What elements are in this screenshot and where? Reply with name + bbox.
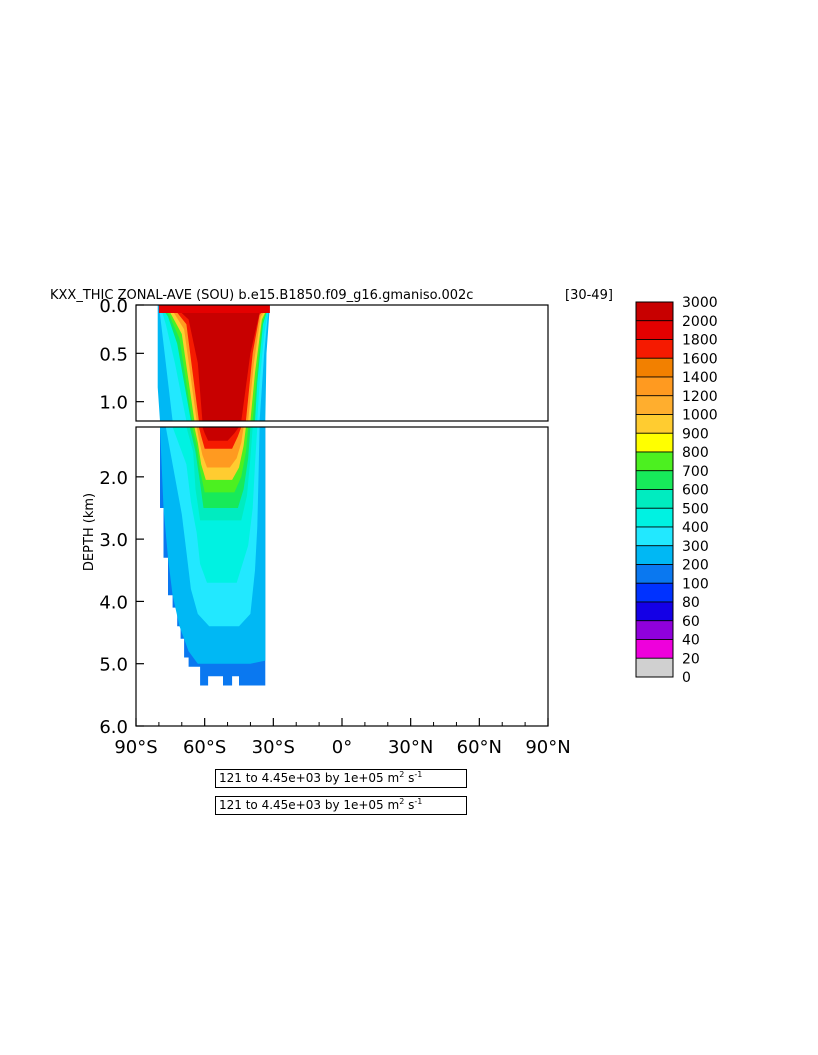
- colorbar-swatch: [635, 545, 674, 565]
- chart-title: KXX_THIC ZONAL-AVE (SOU) b.e15.B1850.f09…: [50, 288, 473, 303]
- colorbar-swatch: [635, 620, 674, 640]
- lower-y-tick-label: 3.0: [99, 530, 128, 551]
- colorbar-label: 1000: [682, 408, 718, 424]
- lower-panel-field: [160, 427, 266, 686]
- colorbar-swatch: [635, 470, 674, 490]
- colorbar-swatch: [635, 601, 674, 622]
- x-tick-label: 90°S: [114, 737, 157, 758]
- axes-group: 90°S 60°S 30°S 0° 30°N 60°N 90°N 0.0 0.5 1.0 2.0 3.…: [99, 296, 570, 758]
- colorbar-label: 600: [682, 483, 709, 499]
- colorbar-label: 200: [682, 558, 709, 574]
- colorbar-swatch: [635, 414, 674, 434]
- colorbar-swatch: [635, 339, 674, 359]
- x-tick-label: 90°N: [525, 737, 570, 758]
- x-tick-label: 30°S: [252, 737, 295, 758]
- info-line1-sup2: -1: [414, 770, 423, 779]
- colorbar-label: 700: [682, 464, 709, 480]
- colorbar-label: 0: [682, 670, 691, 686]
- colorbar-label: 80: [682, 595, 700, 611]
- upper-panel-field: [157, 305, 270, 421]
- colorbar-label: 300: [682, 539, 709, 555]
- upper-y-tick-label: 0.0: [99, 296, 128, 317]
- upper-panel-frame: [135, 304, 549, 422]
- x-tick-label: 60°N: [457, 737, 502, 758]
- info-line2-main: 121 to 4.45e+03 by 1e+05 m: [219, 798, 400, 812]
- info-line1-sup1: 2: [399, 770, 405, 779]
- colorbar-label: 40: [682, 633, 700, 649]
- colorbar-swatch: [635, 451, 674, 472]
- info-line1-main: 121 to 4.45e+03 by 1e+05 m: [219, 771, 400, 785]
- colorbar-swatch: [635, 657, 674, 678]
- lower-y-tick-label: 4.0: [99, 592, 128, 613]
- colorbar-swatch: [635, 582, 674, 603]
- colorbar-swatch: [635, 320, 674, 340]
- lower-y-tick-label: 2.0: [99, 468, 128, 489]
- upper-band-7: [161, 305, 269, 421]
- y-axis-label: DEPTH (km): [82, 493, 97, 571]
- x-tick-label: 0°: [332, 737, 352, 758]
- colorbar-label: 400: [682, 520, 709, 536]
- colorbar-swatch: [635, 376, 674, 397]
- x-tick-label: 30°N: [388, 737, 433, 758]
- colorbar-frame: [635, 301, 674, 678]
- colorbar-swatch: [635, 489, 674, 509]
- info-line2-sup2: -1: [414, 797, 423, 806]
- lower-y-tick-label: 5.0: [99, 655, 128, 676]
- colorbar-label: 500: [682, 501, 709, 517]
- colorbar-label: 1600: [682, 351, 718, 367]
- colorbar-label: 1400: [682, 370, 718, 386]
- upper-y-tick-label: 0.5: [99, 344, 128, 365]
- colorbar-label: 20: [682, 651, 700, 667]
- info-line2-sup1: 2: [399, 797, 405, 806]
- colorbar-label: 900: [682, 426, 709, 442]
- value-range-box-2: 121 to 4.45e+03 by 1e+05 m2 s-1: [215, 796, 467, 815]
- colorbar-label: 2000: [682, 314, 718, 330]
- colorbar: 3000200018001600140012001000900800700600…: [635, 295, 718, 686]
- value-range-box-1: 121 to 4.45e+03 by 1e+05 m2 s-1: [215, 769, 467, 788]
- upper-surface-band: [158, 305, 270, 313]
- info-line2-mid: s: [404, 798, 415, 812]
- colorbar-swatch: [635, 432, 674, 453]
- info-line1-mid: s: [404, 771, 415, 785]
- colorbar-label: 1200: [682, 389, 718, 405]
- colorbar-label: 1800: [682, 333, 718, 349]
- colorbar-label: 3000: [682, 295, 718, 311]
- colorbar-swatch: [635, 301, 674, 322]
- chart-title-period: [30-49]: [565, 288, 613, 303]
- upper-y-tick-label: 1.0: [99, 393, 128, 414]
- lower-y-tick-label: 6.0: [99, 717, 128, 738]
- colorbar-swatch: [635, 526, 674, 547]
- colorbar-label: 100: [682, 576, 709, 592]
- colorbar-swatch: [635, 639, 674, 659]
- colorbar-swatch: [635, 357, 674, 378]
- colorbar-swatch: [635, 395, 674, 415]
- colorbar-label: 60: [682, 614, 700, 630]
- colorbar-swatch: [635, 507, 674, 528]
- colorbar-label: 800: [682, 445, 709, 461]
- colorbar-swatch: [635, 564, 674, 584]
- x-tick-label: 60°S: [183, 737, 226, 758]
- lower-band-9: [202, 427, 239, 441]
